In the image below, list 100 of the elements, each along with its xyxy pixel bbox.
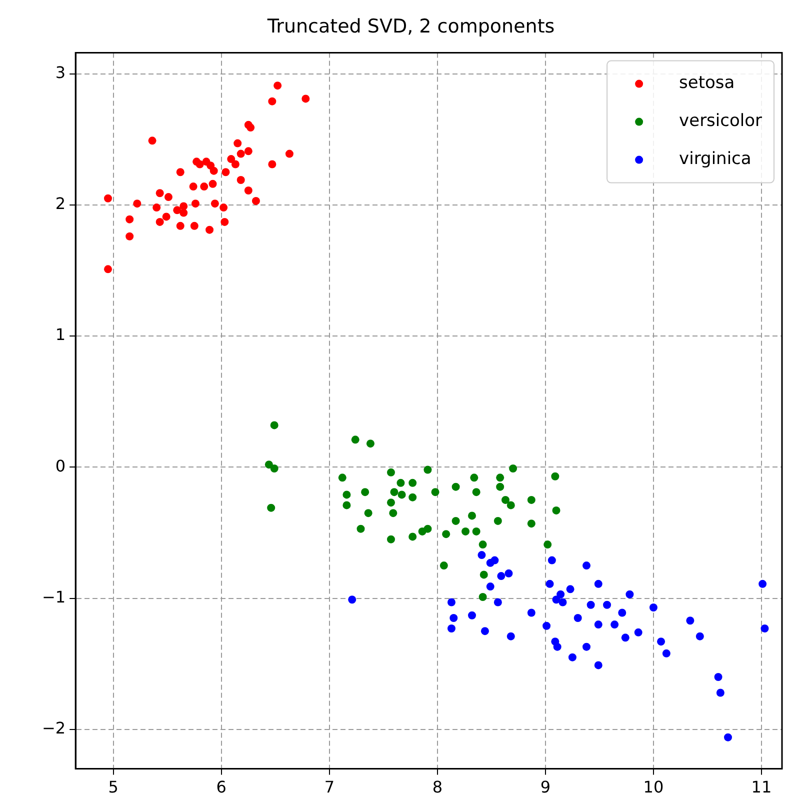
- point: [494, 598, 502, 606]
- point: [440, 562, 448, 570]
- point: [133, 200, 142, 208]
- y-tick-label: 2: [55, 194, 66, 214]
- point: [206, 226, 214, 234]
- point: [210, 200, 219, 208]
- point: [662, 649, 670, 658]
- point: [480, 570, 488, 579]
- point: [234, 139, 242, 148]
- point: [176, 168, 184, 176]
- point: [220, 204, 228, 212]
- point: [148, 136, 156, 145]
- point: [408, 493, 417, 502]
- point: [603, 600, 612, 609]
- point: [527, 608, 536, 617]
- point: [267, 504, 276, 512]
- point: [758, 580, 767, 588]
- point: [408, 532, 417, 541]
- point: [657, 638, 666, 646]
- point: [558, 598, 567, 606]
- point: [509, 464, 518, 472]
- point: [468, 611, 476, 620]
- point: [649, 604, 658, 612]
- point: [244, 186, 252, 194]
- point: [366, 440, 374, 448]
- point: [164, 193, 172, 202]
- point: [386, 498, 395, 507]
- point: [398, 490, 406, 499]
- point: [348, 596, 356, 604]
- point: [156, 218, 164, 226]
- point: [173, 206, 182, 214]
- point: [356, 524, 365, 533]
- point: [582, 562, 590, 570]
- point: [553, 642, 562, 651]
- point: [594, 620, 602, 629]
- point: [634, 628, 642, 636]
- x-tick-label: 8: [432, 778, 443, 797]
- point: [156, 189, 164, 198]
- point: [470, 474, 478, 482]
- point: [189, 182, 198, 191]
- point: [190, 222, 198, 230]
- point: [582, 642, 590, 651]
- point: [486, 582, 494, 591]
- point: [180, 208, 188, 217]
- point: [551, 472, 560, 480]
- point: [126, 215, 134, 224]
- point: [494, 516, 502, 525]
- point: [104, 265, 112, 274]
- point: [191, 200, 200, 208]
- point: [386, 535, 395, 544]
- legend-label: versicolor: [679, 111, 762, 132]
- point: [610, 620, 619, 629]
- point: [506, 632, 515, 640]
- point: [231, 160, 240, 168]
- point: [200, 182, 208, 191]
- point: [431, 488, 440, 496]
- point: [270, 464, 278, 472]
- point: [342, 490, 351, 499]
- point: [542, 622, 551, 630]
- point: [285, 150, 294, 158]
- point: [364, 509, 372, 518]
- point: [621, 634, 630, 642]
- point: [342, 501, 351, 510]
- point: [227, 155, 236, 164]
- point: [626, 590, 634, 598]
- point: [268, 97, 276, 106]
- point: [594, 661, 602, 670]
- point: [468, 512, 476, 520]
- point: [196, 160, 204, 168]
- point: [496, 474, 504, 482]
- point: [478, 593, 487, 602]
- point: [389, 509, 398, 518]
- point: [552, 506, 560, 514]
- point: [472, 527, 480, 536]
- point: [246, 124, 255, 132]
- point: [302, 94, 310, 103]
- point: [496, 482, 504, 491]
- point: [222, 168, 230, 176]
- point: [478, 540, 487, 549]
- point: [556, 590, 565, 598]
- point: [220, 218, 229, 226]
- point: [480, 627, 489, 636]
- point: [176, 222, 184, 230]
- point: [152, 204, 161, 212]
- point: [442, 530, 450, 538]
- x-tick-label: 5: [108, 778, 118, 797]
- point: [452, 516, 460, 525]
- point: [527, 496, 536, 504]
- x-tick-label: 9: [540, 778, 551, 797]
- point: [574, 614, 582, 622]
- point: [236, 150, 245, 158]
- point: [586, 600, 595, 609]
- y-tick-label: 1: [55, 325, 66, 344]
- y-tick-label: 3: [55, 62, 66, 82]
- point: [696, 632, 704, 640]
- point: [162, 212, 170, 221]
- point: [452, 482, 460, 491]
- point: [552, 596, 560, 604]
- point: [424, 466, 432, 474]
- point: [618, 608, 626, 617]
